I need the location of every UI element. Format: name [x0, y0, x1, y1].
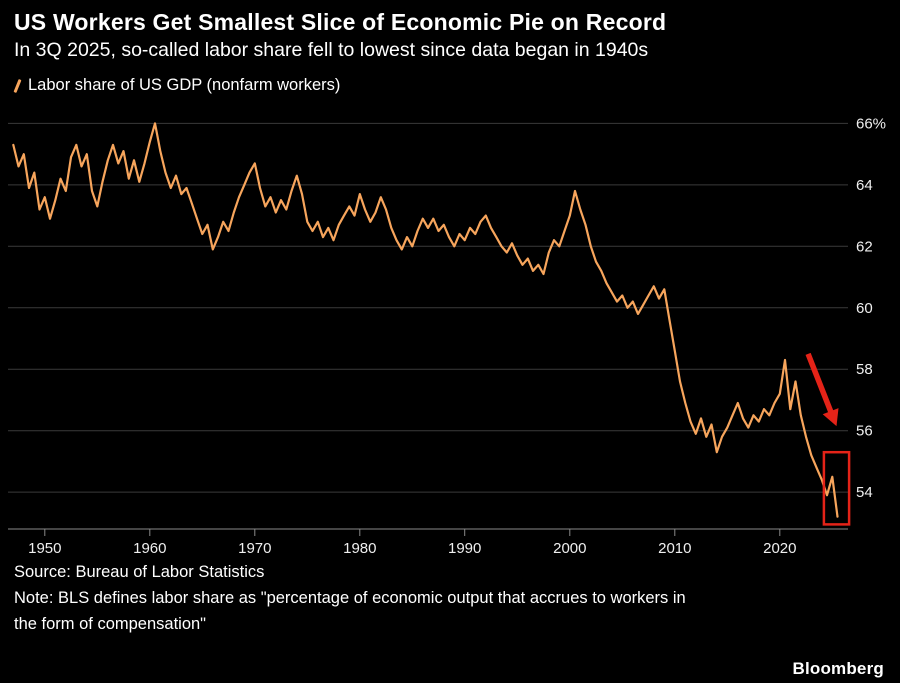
- x-tick-label: 1950: [28, 540, 61, 557]
- legend: Labor share of US GDP (nonfarm workers): [0, 62, 900, 95]
- x-tick-label: 1980: [343, 540, 376, 557]
- x-tick-label: 2020: [763, 540, 796, 557]
- header: US Workers Get Smallest Slice of Economi…: [0, 0, 900, 62]
- note-text-line2: the form of compensation": [14, 615, 207, 634]
- legend-label: Labor share of US GDP (nonfarm workers): [28, 76, 341, 94]
- note-text-line1: Note: BLS defines labor share as "percen…: [14, 589, 686, 608]
- labor-share-line: [12, 122, 839, 518]
- bloomberg-logo: Bloomberg: [792, 659, 884, 679]
- decline-arrow-head: [822, 408, 839, 427]
- decline-arrow-shaft: [805, 352, 836, 418]
- x-tick-label: 1990: [448, 540, 481, 557]
- x-tick-label: 2000: [553, 540, 586, 557]
- x-tick-label: 1960: [133, 540, 166, 557]
- labor-share-line-chart: 66% 64 62 60 58 56 54 1950 1960 1970 1980 1990 2000 2…: [8, 115, 886, 557]
- y-tick-label: 62: [856, 238, 873, 255]
- y-tick-label: 64: [856, 177, 873, 194]
- page-title: US Workers Get Smallest Slice of Economi…: [14, 9, 667, 35]
- page-subtitle: In 3Q 2025, so-called labor share fell t…: [14, 39, 649, 61]
- x-tick-label: 1970: [238, 540, 271, 557]
- y-tick-label: 58: [856, 361, 873, 378]
- y-tick-label: 56: [856, 423, 873, 440]
- footer: Source: Bureau of Labor Statistics Note:…: [0, 557, 900, 678]
- x-tick-label: 2010: [658, 540, 691, 557]
- record-low-highlight-box: [822, 450, 851, 526]
- y-tick-label: 54: [856, 484, 873, 501]
- legend-slash-icon: [13, 78, 22, 93]
- y-tick-label: 66%: [856, 115, 886, 132]
- y-tick-label: 60: [856, 300, 873, 317]
- chart-area: 66% 64 62 60 58 56 54 1950 1960 1970 1980 1990 2000 2…: [0, 97, 900, 557]
- source-text: Source: Bureau of Labor Statistics: [14, 563, 265, 581]
